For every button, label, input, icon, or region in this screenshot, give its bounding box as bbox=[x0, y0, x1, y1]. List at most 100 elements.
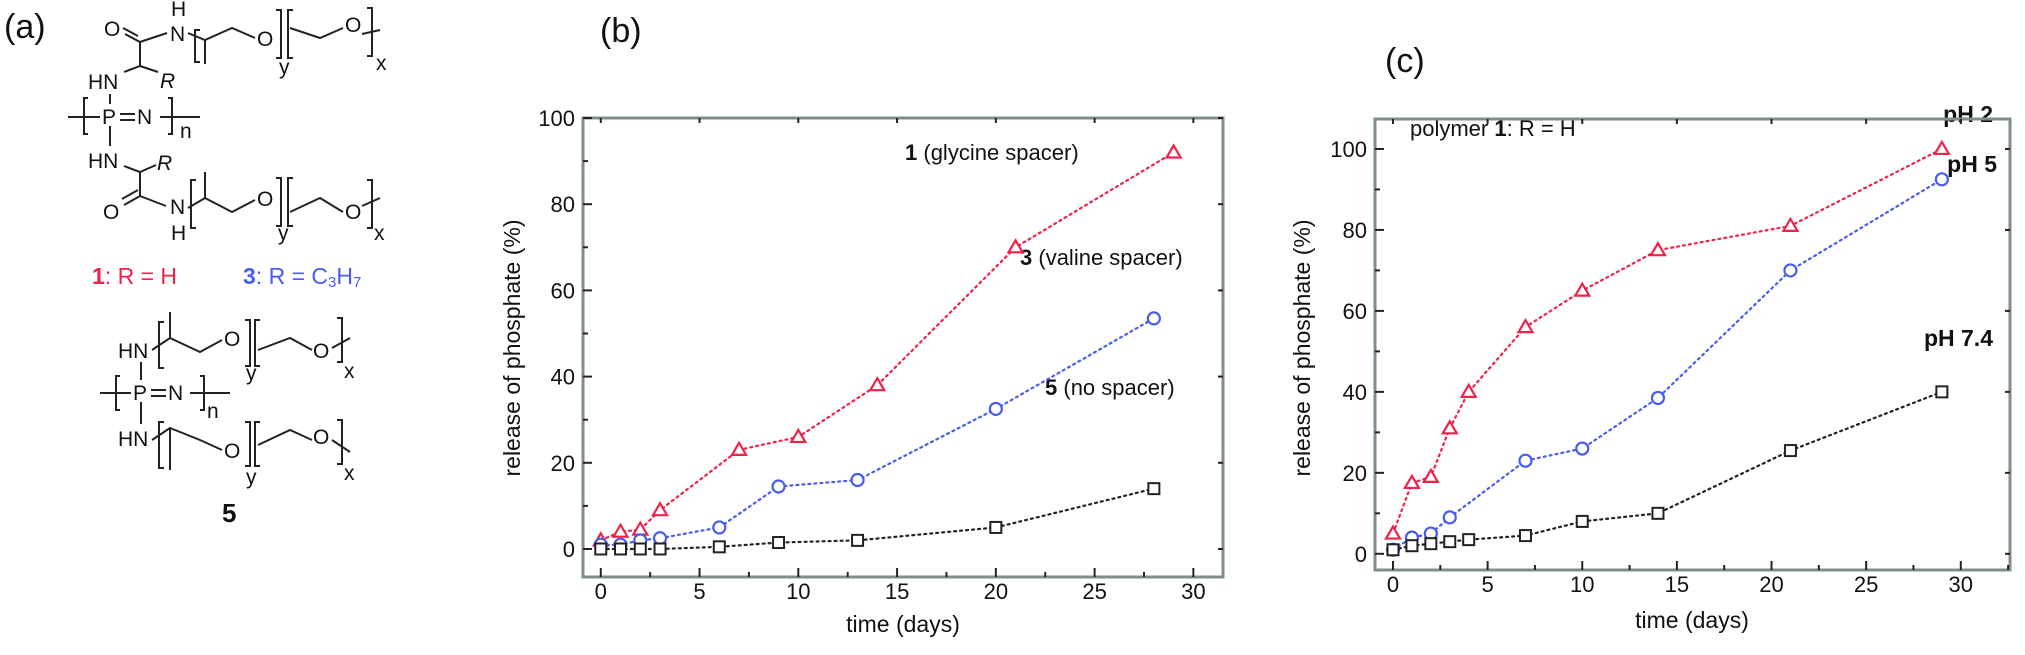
series-line bbox=[1391, 390, 1943, 551]
atom-h: H bbox=[171, 222, 186, 245]
x-tick-label: 25 bbox=[1082, 579, 1106, 604]
atom-o: O bbox=[224, 440, 240, 463]
series-line bbox=[1391, 178, 1943, 551]
data-point-circle bbox=[1442, 510, 1457, 525]
data-point-circle bbox=[652, 531, 668, 546]
y-tick-label: 60 bbox=[551, 278, 575, 303]
y-tick-label: 100 bbox=[538, 106, 575, 131]
x-tick-label: 30 bbox=[1181, 579, 1205, 604]
atom-o: O bbox=[257, 28, 273, 51]
x-tick-label: 0 bbox=[595, 579, 607, 604]
y-axis-label: release of phosphate (%) bbox=[499, 220, 525, 477]
data-point-circle bbox=[1650, 390, 1666, 406]
y-tick-label: 60 bbox=[1343, 299, 1367, 324]
atom-o: O bbox=[104, 18, 120, 41]
atom-o: O bbox=[313, 340, 329, 363]
data-point-triangle bbox=[1402, 473, 1421, 490]
legend-3-h: H bbox=[336, 263, 353, 289]
y-tick-label: 80 bbox=[551, 192, 575, 217]
series-line bbox=[599, 487, 1155, 551]
y-tick-label: 40 bbox=[551, 365, 575, 390]
series-label-no-spacer: 5 (no spacer) bbox=[1045, 375, 1175, 400]
data-point-triangle bbox=[1932, 139, 1951, 156]
panel-a-label: (a) bbox=[4, 8, 46, 46]
structure-5: HN O y O x P N n HN O y O x bbox=[100, 312, 355, 528]
x-tick-label: 5 bbox=[693, 579, 705, 604]
data-point-square bbox=[1935, 385, 1949, 399]
x-tick-label: 25 bbox=[1854, 572, 1878, 597]
atom-o: O bbox=[313, 426, 329, 449]
atom-n: N bbox=[168, 382, 183, 405]
data-point-square bbox=[712, 540, 726, 554]
series-label-ph5: pH 5 bbox=[1947, 151, 1997, 177]
data-point-square bbox=[1783, 444, 1797, 458]
x-axis-label: time (days) bbox=[1635, 607, 1749, 633]
series-label-ph7-4: pH 7.4 bbox=[1924, 325, 1993, 351]
panel-b-label: (b) bbox=[600, 12, 642, 50]
data-point-triangle bbox=[1781, 216, 1800, 232]
data-point-square bbox=[851, 533, 865, 547]
legend-3-text: : R = C bbox=[256, 263, 328, 289]
data-point-square bbox=[594, 542, 608, 556]
y-tick-label: 20 bbox=[1343, 461, 1367, 486]
y-tick-label: 20 bbox=[551, 451, 575, 476]
legend-compound-3: 3: R = C3H7 bbox=[243, 263, 361, 291]
legend-1-number: 1 bbox=[92, 263, 105, 289]
data-point-circle bbox=[850, 472, 865, 488]
data-point-square bbox=[1518, 529, 1532, 543]
subscript-y: y bbox=[246, 362, 257, 385]
series-line bbox=[599, 151, 1175, 542]
data-point-triangle bbox=[1440, 419, 1459, 435]
subscript-y: y bbox=[278, 222, 289, 245]
atom-o: O bbox=[103, 201, 119, 224]
data-point-square bbox=[772, 536, 786, 550]
subscript-n: n bbox=[207, 400, 219, 423]
data-point-circle bbox=[1575, 441, 1590, 456]
atom-hn: HN bbox=[88, 71, 118, 94]
series-label-glycine: 1 (glycine spacer) bbox=[905, 140, 1079, 165]
data-point-triangle bbox=[1006, 238, 1025, 254]
x-tick-label: 15 bbox=[1665, 572, 1689, 597]
data-point-square bbox=[633, 542, 647, 556]
x-tick-label: 30 bbox=[1949, 572, 1973, 597]
subscript-y: y bbox=[279, 56, 290, 79]
atom-h: H bbox=[171, 0, 186, 21]
atom-r: R bbox=[157, 152, 172, 175]
subscript-x: x bbox=[344, 462, 355, 485]
compound-5-label: 5 bbox=[222, 498, 236, 528]
y-tick-label: 40 bbox=[1343, 380, 1367, 405]
legend-1-text: : R = H bbox=[105, 263, 177, 289]
data-point-square bbox=[1651, 506, 1665, 520]
data-point-circle bbox=[1518, 453, 1533, 468]
data-point-triangle bbox=[1573, 281, 1592, 297]
data-point-triangle bbox=[868, 376, 887, 392]
x-tick-label: 10 bbox=[1570, 572, 1594, 597]
atom-o: O bbox=[345, 14, 361, 37]
data-point-circle bbox=[1146, 311, 1161, 326]
data-point-triangle bbox=[1421, 467, 1440, 483]
data-point-triangle bbox=[1384, 524, 1402, 540]
data-point-square bbox=[1424, 537, 1438, 551]
subscript-x: x bbox=[374, 222, 385, 245]
data-point-square bbox=[1386, 543, 1400, 557]
data-point-square bbox=[1443, 535, 1457, 549]
panel-a-structures: (a) O N H O y O x HN R P N n HN R bbox=[4, 0, 387, 528]
y-tick-label: 0 bbox=[1355, 542, 1367, 567]
y-tick-label: 100 bbox=[1330, 137, 1367, 162]
data-point-circle bbox=[1783, 263, 1798, 278]
data-point-triangle bbox=[1649, 240, 1667, 257]
series-label-ph2: pH 2 bbox=[1943, 101, 1993, 127]
x-tick-label: 5 bbox=[1481, 572, 1493, 597]
data-point-circle bbox=[1934, 172, 1949, 187]
data-point-square bbox=[1405, 539, 1419, 553]
atom-p: P bbox=[102, 106, 116, 129]
legend-3-subscript: 3 bbox=[328, 274, 336, 291]
structure-1-3: O N H O y O x HN R P N n HN R O bbox=[68, 0, 387, 245]
data-point-square bbox=[989, 520, 1003, 534]
atom-o: O bbox=[224, 328, 240, 351]
data-point-triangle bbox=[1459, 382, 1478, 398]
atom-r: R bbox=[160, 70, 175, 93]
data-point-circle bbox=[988, 401, 1003, 417]
y-tick-label: 80 bbox=[1343, 218, 1367, 243]
